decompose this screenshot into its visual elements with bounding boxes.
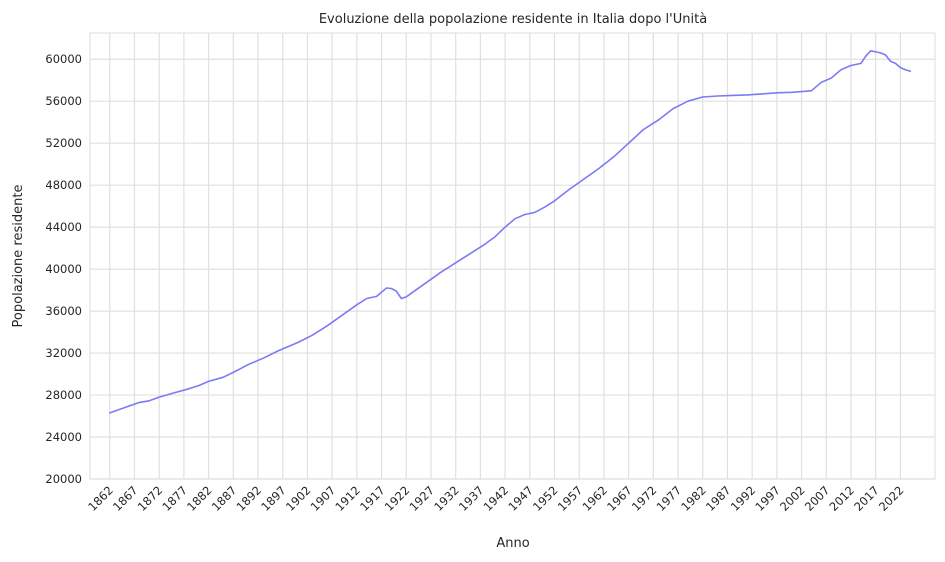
y-tick-label: 36000	[45, 304, 82, 318]
x-tick-label: 1917	[357, 483, 388, 514]
x-tick-label: 1887	[209, 483, 240, 514]
x-tick-label: 1982	[678, 483, 709, 514]
x-tick-label: 2002	[777, 483, 808, 514]
x-axis-label: Anno	[496, 536, 529, 551]
y-tick-label: 56000	[45, 94, 82, 108]
x-tick-label: 1972	[629, 483, 660, 514]
x-tick-label: 1907	[308, 483, 339, 514]
x-tick-label: 1897	[258, 483, 289, 514]
x-tick-label: 2012	[827, 483, 858, 514]
y-tick-label: 52000	[45, 136, 82, 150]
x-tick-label: 1867	[110, 483, 141, 514]
y-tick-label: 24000	[45, 430, 82, 444]
x-tick-label: 1902	[283, 483, 314, 514]
chart-title: Evoluzione della popolazione residente i…	[319, 12, 707, 27]
x-tick-label: 2007	[802, 483, 833, 514]
x-tick-label: 1892	[234, 483, 265, 514]
x-tick-label: 1942	[481, 483, 512, 514]
x-tick-label: 1872	[135, 483, 166, 514]
y-tick-label: 32000	[45, 346, 82, 360]
series-layer	[109, 49, 912, 414]
x-tick-label: 1967	[604, 483, 635, 514]
x-tick-label: 1877	[159, 483, 190, 514]
y-tick-label: 44000	[45, 220, 82, 234]
y-tick-label: 48000	[45, 178, 82, 192]
x-tick-label: 1957	[555, 483, 586, 514]
x-tick-label: 1882	[184, 483, 215, 514]
y-tick-label: 40000	[45, 262, 82, 276]
x-tick-label: 1962	[579, 483, 610, 514]
x-tick-label: 2017	[851, 483, 882, 514]
grid-lines	[90, 33, 935, 480]
x-tick-label: 2022	[876, 483, 907, 514]
y-axis-label: Popolazione residente	[11, 185, 26, 328]
x-tick-label: 1987	[703, 483, 734, 514]
plot-frame	[89, 32, 936, 480]
x-tick-label: 1937	[456, 483, 487, 514]
x-tick-label: 1952	[530, 483, 561, 514]
x-tick-label: 1862	[85, 483, 116, 514]
x-tick-label: 1927	[406, 483, 437, 514]
population-line	[109, 49, 912, 414]
y-tick-label: 28000	[45, 388, 82, 402]
x-tick-label: 1912	[332, 483, 363, 514]
x-tick-label: 1997	[752, 483, 783, 514]
x-tick-label: 1932	[431, 483, 462, 514]
x-tick-label: 1947	[505, 483, 536, 514]
y-tick-label: 60000	[45, 52, 82, 66]
x-tick-label: 1992	[728, 483, 759, 514]
x-tick-label: 1977	[654, 483, 685, 514]
x-tick-label: 1922	[382, 483, 413, 514]
y-tick-label: 20000	[45, 472, 82, 486]
